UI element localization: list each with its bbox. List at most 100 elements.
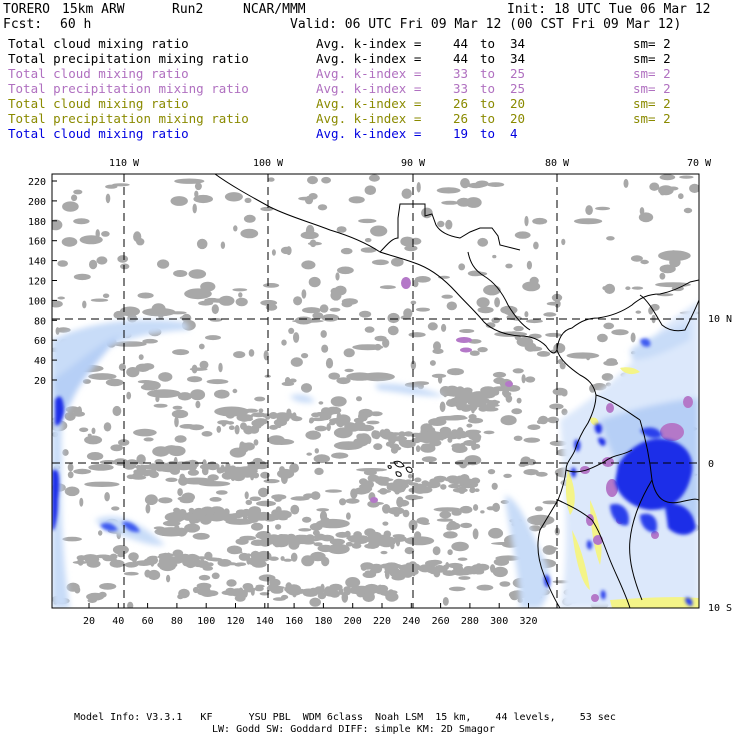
gray-cloud-blob [147,569,161,581]
gray-cloud-blob [389,443,400,449]
gray-cloud-blob [133,428,157,437]
forecast-label: Fcst: [3,17,43,32]
gray-cloud-blob [451,568,467,573]
legend-field: Total cloud mixing ratio [8,126,189,141]
gray-cloud-blob [536,351,551,357]
gray-cloud-blob [73,189,83,195]
gray-cloud-blob [679,175,694,179]
gray-cloud-blob [404,547,415,555]
legend-field: Total precipitation mixing ratio [8,81,249,96]
gray-cloud-blob [442,597,449,606]
legend-from-value: 44 [453,51,469,66]
legend-index-label: Avg. k-index = [316,36,422,51]
gray-cloud-blob [273,418,287,427]
gray-cloud-blob [158,497,173,504]
gray-cloud-blob [201,466,209,476]
gray-cloud-blob [73,218,90,225]
gray-cloud-blob [292,319,324,323]
gray-cloud-blob [345,577,361,588]
gray-cloud-blob [492,371,507,378]
gray-cloud-blob [444,433,453,437]
gray-cloud-blob [204,590,219,597]
gray-cloud-blob [138,354,144,360]
gray-cloud-blob [360,424,375,432]
gray-cloud-blob [307,176,318,185]
lon-label-100w: 100 W [253,158,284,169]
gray-cloud-blob [368,540,378,549]
gray-cloud-blob [416,307,430,312]
gray-cloud-blob [313,586,325,595]
gray-cloud-blob [301,353,309,359]
gray-cloud-blob [514,231,531,239]
gray-cloud-blob [214,389,230,399]
gray-cloud-blob [191,364,198,374]
gray-cloud-blob [403,308,413,319]
gray-cloud-blob [320,330,327,338]
gray-cloud-blob [351,588,367,595]
gray-cloud-blob [448,586,466,592]
gray-cloud-blob [347,535,354,540]
legend-row: Total precipitation mixing ratio Avg. k-i… [8,111,708,126]
gray-cloud-blob [304,195,314,205]
legend-from-value: 26 [453,111,469,126]
gray-cloud-blob [456,197,471,207]
gray-cloud-blob [457,432,468,439]
gray-cloud-blob [414,276,431,283]
gray-cloud-blob [73,468,92,475]
gray-cloud-blob [188,424,205,431]
gray-cloud-blob [245,499,253,505]
gray-cloud-blob [88,373,117,380]
gray-cloud-blob [337,266,354,275]
gray-cloud-blob [305,538,321,542]
gray-cloud-blob [290,504,300,515]
gray-cloud-blob [416,182,421,193]
gray-cloud-blob [344,368,354,373]
gray-cloud-blob [411,437,423,442]
gray-cloud-blob [382,338,390,348]
gray-cloud-blob [236,414,248,422]
gray-cloud-blob [184,523,201,533]
gray-cloud-blob [301,260,316,270]
gray-cloud-blob [477,306,494,314]
gray-cloud-blob [478,406,488,412]
gray-cloud-blob [543,312,557,317]
gray-cloud-blob [374,476,387,485]
legend-row: Total cloud mixing ratio Avg. k-index = 19… [8,126,708,141]
gray-cloud-blob [321,556,330,567]
gray-cloud-blob [62,201,79,212]
gray-cloud-blob [557,359,564,365]
x-tick-label: 140 [256,616,274,627]
gray-cloud-blob [449,415,466,419]
gray-cloud-blob [96,256,108,265]
gray-cloud-blob [314,425,328,432]
gray-cloud-blob [157,555,171,559]
gray-cloud-blob [91,427,96,434]
gray-cloud-blob [405,571,412,578]
gray-cloud-blob [476,584,494,591]
gray-cloud-blob [302,307,321,314]
gray-cloud-blob [325,489,342,493]
gray-cloud-blob [194,190,199,198]
gray-cloud-blob [336,226,347,233]
gray-cloud-blob [236,466,248,471]
gray-cloud-blob [323,589,339,597]
gray-cloud-blob [284,377,291,385]
gray-cloud-blob [380,550,388,555]
gray-cloud-blob [260,471,270,479]
gray-cloud-blob [157,259,170,269]
gray-cloud-blob [441,200,459,205]
gray-cloud-blob [561,238,566,246]
gray-cloud-blob [344,423,358,431]
gray-cloud-blob [99,583,117,590]
gray-cloud-blob [235,538,249,545]
gray-cloud-blob [401,237,408,241]
gray-cloud-blob [500,415,517,426]
gray-cloud-blob [443,570,452,574]
legend-index-label: Avg. k-index = [316,66,422,81]
gray-cloud-blob [488,527,504,539]
gray-cloud-blob [385,565,397,570]
gray-cloud-blob [352,344,384,351]
gray-cloud-blob [283,558,293,562]
gray-cloud-blob [57,296,65,300]
gray-cloud-blob [313,454,330,464]
